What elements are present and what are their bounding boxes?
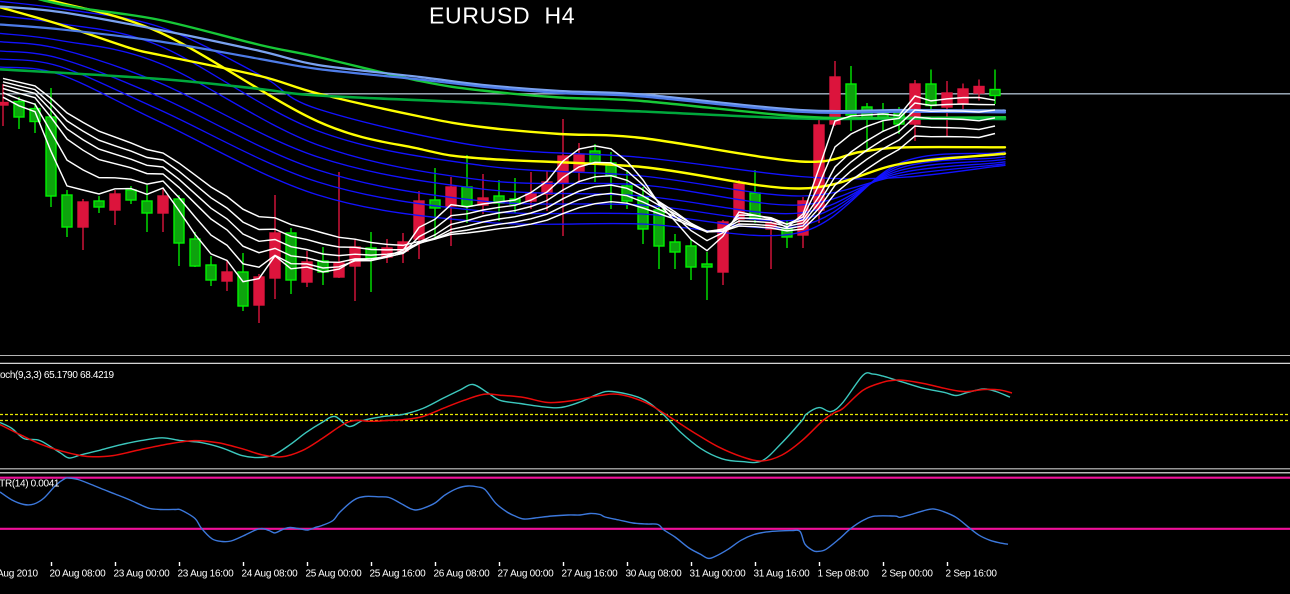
svg-text:25 Aug 00:00: 25 Aug 00:00 <box>306 569 363 580</box>
svg-text:Stoch(9,3,3) 65.1790 68.4219: Stoch(9,3,3) 65.1790 68.4219 <box>0 370 115 381</box>
svg-text:23 Aug 00:00: 23 Aug 00:00 <box>114 569 171 580</box>
svg-text:25 Aug 16:00: 25 Aug 16:00 <box>370 569 427 580</box>
svg-text:23 Aug 16:00: 23 Aug 16:00 <box>178 569 235 580</box>
svg-text:1 Sep 08:00: 1 Sep 08:00 <box>818 569 870 580</box>
svg-text:27 Aug 00:00: 27 Aug 00:00 <box>498 569 555 580</box>
svg-text:30 Aug 08:00: 30 Aug 08:00 <box>626 569 683 580</box>
svg-text:26 Aug 08:00: 26 Aug 08:00 <box>434 569 491 580</box>
svg-text:24 Aug 08:00: 24 Aug 08:00 <box>242 569 299 580</box>
svg-text:EURUSD H4: EURUSD H4 <box>429 3 575 29</box>
svg-text:31 Aug 00:00: 31 Aug 00:00 <box>690 569 747 580</box>
svg-text:2 Sep 00:00: 2 Sep 00:00 <box>882 569 934 580</box>
svg-text:31 Aug 16:00: 31 Aug 16:00 <box>754 569 811 580</box>
svg-text:27 Aug 16:00: 27 Aug 16:00 <box>562 569 619 580</box>
svg-text:20 Aug 08:00: 20 Aug 08:00 <box>50 569 107 580</box>
svg-text:ATR(14) 0.0041: ATR(14) 0.0041 <box>0 479 60 490</box>
svg-text:Aug 2010: Aug 2010 <box>0 569 39 580</box>
svg-text:2 Sep 16:00: 2 Sep 16:00 <box>946 569 998 580</box>
